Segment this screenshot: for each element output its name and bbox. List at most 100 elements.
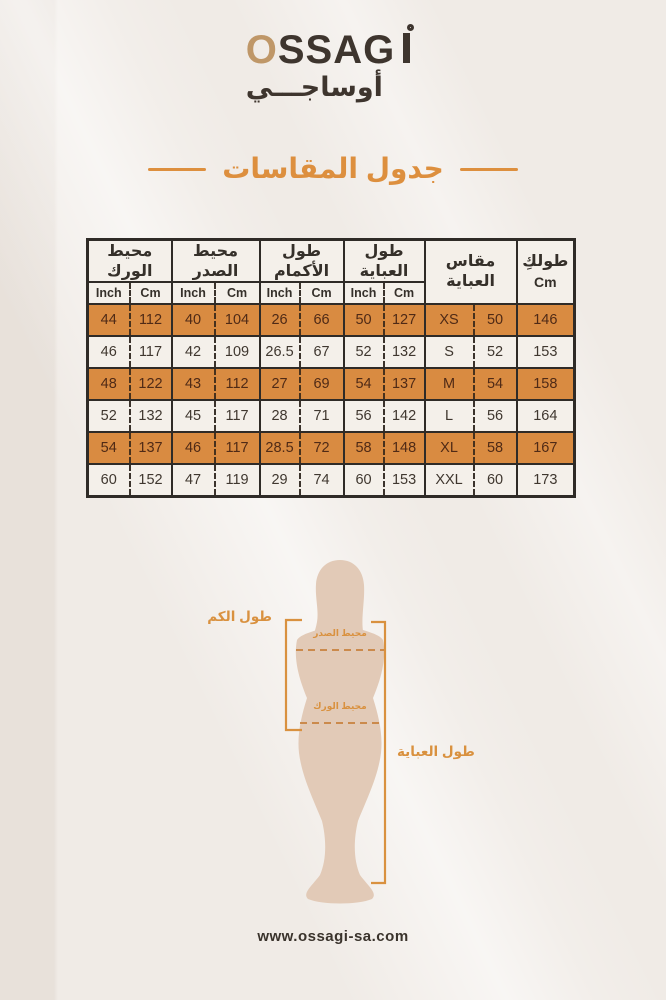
website-url: www.ossagi-sa.com (257, 928, 409, 945)
column-header-height: طولكِ Cm (515, 239, 575, 305)
size-cell: 117 (213, 400, 260, 432)
size-cell: 45 (170, 400, 215, 432)
size-cell: 104 (213, 304, 260, 336)
table-row-m: 48 122 43 112 27 69 54 137 M 54 158 (87, 368, 575, 400)
size-cell: 112 (213, 368, 260, 400)
abaya-size-line1: مقاس (445, 253, 496, 270)
size-cell: 47 (170, 464, 215, 496)
size-cell: 137 (128, 432, 172, 464)
size-cell: 60 (342, 464, 384, 496)
unit-hip-inch: Inch (87, 282, 130, 305)
section-title: جدول المقاسات (0, 152, 666, 186)
sleeve-length-bracket (284, 618, 302, 732)
size-cell: 158 (515, 368, 575, 400)
size-cell: 60 (100, 471, 117, 488)
size-cell: 26.5 (258, 336, 300, 368)
size-cell: 43 (170, 368, 215, 400)
brand-logo: OSSAG أوساجـــي (0, 24, 666, 102)
size-cell: 132 (382, 336, 425, 368)
height-label: طولكِ (522, 253, 569, 270)
size-cell: 122 (128, 368, 172, 400)
measurement-diagram: طول الكم طول العباية محيط الصدر محيط الو… (190, 555, 490, 905)
brand-name-latin: OSSAG (245, 24, 420, 72)
size-cell: 74 (298, 464, 344, 496)
size-cell: 152 (128, 464, 172, 496)
column-header-abaya-size: مقاس العباية (423, 239, 517, 305)
unit-sleeve-cm: Cm (298, 282, 344, 305)
logo-i-glyph (403, 24, 415, 63)
size-cell: 27 (258, 368, 300, 400)
size-cell: 48 (100, 376, 117, 392)
size-cell: XL (423, 432, 474, 464)
size-cell: 46 (100, 344, 117, 360)
title-dash-left (148, 167, 207, 171)
size-cell: 40 (170, 304, 215, 336)
column-header-sleeve: طول الأكمام (258, 239, 344, 283)
size-cell: 167 (515, 432, 575, 464)
hip-circumference-label: محيط الورك (313, 701, 367, 711)
size-cell: 26 (258, 304, 300, 336)
woman-silhouette-body (295, 613, 385, 904)
size-cell: 54 (472, 368, 517, 400)
size-cell: XXL (423, 464, 474, 496)
size-cell: 153 (382, 464, 425, 496)
diagram-svg (284, 560, 387, 904)
size-cell: 52 (100, 408, 117, 424)
abaya-length-bracket (371, 620, 387, 885)
size-cell: 60 (472, 464, 517, 496)
logo-i-ring (407, 24, 415, 31)
size-cell: 58 (342, 432, 384, 464)
size-table: محيط الورك محيط الصدر طول الأكمام طول ال… (86, 238, 577, 498)
size-cell: 42 (170, 336, 215, 368)
unit-chest-inch: Inch (170, 282, 215, 305)
size-cell: 52 (472, 336, 517, 368)
brand-initial: O (245, 28, 278, 72)
size-cell: M (423, 368, 474, 400)
size-cell: 148 (382, 432, 425, 464)
height-unit: Cm (534, 274, 557, 290)
size-cell: 153 (515, 336, 575, 368)
table-row-s: 46 117 42 109 26.5 67 52 132 S 52 153 (87, 336, 575, 368)
unit-abaya-inch: Inch (342, 282, 384, 305)
unit-abaya-cm: Cm (382, 282, 425, 305)
table-row-xl: 54 137 46 117 28.5 72 58 148 XL 58 167 (87, 432, 575, 464)
size-cell: 46 (170, 432, 215, 464)
size-cell: 50 (472, 304, 517, 336)
table-row-l: 52 132 45 117 28 71 56 142 L 56 164 (87, 400, 575, 432)
title-dash-right (459, 167, 518, 171)
abaya-length-label: طول العباية (397, 744, 475, 759)
size-cell: 164 (515, 400, 575, 432)
page-title: جدول المقاسات (222, 153, 444, 184)
size-cell: 127 (382, 304, 425, 336)
size-cell: 71 (298, 400, 344, 432)
size-cell: 112 (128, 304, 172, 336)
brand-rest: SSAG (277, 28, 396, 72)
column-header-hip: محيط الورك (87, 239, 172, 283)
column-header-abaya-length: طول العباية (342, 239, 425, 283)
size-cell: 72 (298, 432, 344, 464)
size-cell: 29 (258, 464, 300, 496)
unit-hip-cm: Cm (128, 282, 172, 305)
size-cell: 173 (515, 464, 575, 496)
size-cell: 109 (213, 336, 260, 368)
size-cell: 137 (382, 368, 425, 400)
size-cell: 146 (515, 304, 575, 336)
size-cell: 28.5 (258, 432, 300, 464)
size-cell: 56 (342, 400, 384, 432)
size-cell: 52 (342, 336, 384, 368)
chest-circumference-label: محيط الصدر (313, 628, 367, 638)
size-cell: 54 (342, 368, 384, 400)
size-cell: 54 (100, 440, 117, 456)
size-cell: L (423, 400, 474, 432)
table-row-xs: 44 112 40 104 26 66 50 127 XS 50 146 (87, 304, 575, 336)
sleeve-length-label: طول الكم (207, 609, 272, 624)
size-cell: 117 (128, 336, 172, 368)
size-cell: S (423, 336, 474, 368)
brand-name-arabic: أوساجـــي (245, 72, 383, 102)
size-cell: 58 (472, 432, 517, 464)
size-cell: 119 (213, 464, 260, 496)
unit-chest-cm: Cm (213, 282, 260, 305)
size-cell: 66 (298, 304, 344, 336)
unit-sleeve-inch: Inch (258, 282, 300, 305)
